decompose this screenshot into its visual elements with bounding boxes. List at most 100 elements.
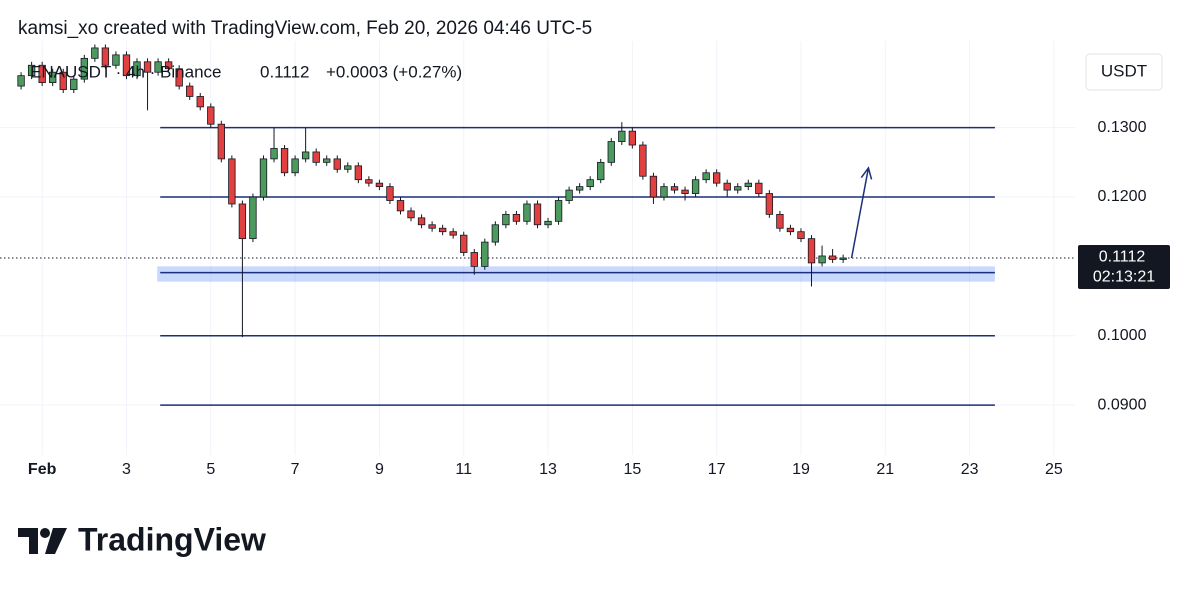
candle-body <box>491 224 500 243</box>
candle-body <box>291 158 299 174</box>
candle-body <box>765 193 774 215</box>
candle-body <box>354 165 363 181</box>
candle-body <box>407 210 415 219</box>
candle-body <box>512 213 521 222</box>
x-tick-label: 7 <box>291 461 300 478</box>
y-tick-label: 0.1300 <box>1098 119 1147 136</box>
candle-body <box>49 71 57 84</box>
candle-body <box>586 179 594 188</box>
x-tick-label: 3 <box>122 461 131 478</box>
candle-body <box>670 186 679 191</box>
currency-box[interactable] <box>1085 53 1163 91</box>
candle-body <box>744 182 752 188</box>
candle-body <box>365 179 373 184</box>
arrow <box>850 167 870 259</box>
y-tick-label: 0.0900 <box>1098 396 1147 413</box>
x-tick-label: 15 <box>623 461 641 478</box>
logo-mark <box>40 528 50 538</box>
candle-body <box>101 47 110 66</box>
candle-body <box>91 47 99 59</box>
candle-body <box>828 255 837 260</box>
x-tick-label: 17 <box>708 461 726 478</box>
currency[interactable]: USDT <box>1101 61 1147 80</box>
candle-body <box>270 148 278 160</box>
candle-body <box>249 196 257 240</box>
candle-body <box>112 54 120 66</box>
candle-body <box>607 141 615 163</box>
candle-body <box>597 161 605 181</box>
candle-body <box>481 241 489 267</box>
x-tick-label: 13 <box>539 461 557 478</box>
candle-body <box>618 130 626 142</box>
candle-body <box>323 158 331 163</box>
candle-body <box>259 158 268 198</box>
logo-mark <box>18 528 38 554</box>
legend-price: 0.1112 <box>260 62 309 81</box>
candle-body <box>649 175 658 198</box>
candle-body <box>639 144 647 177</box>
candle-body <box>143 61 152 73</box>
arrow-head <box>860 166 873 180</box>
candle-body <box>544 220 552 226</box>
candle-body <box>154 61 162 73</box>
candle-body <box>122 54 131 77</box>
x-tick-label: 9 <box>375 461 384 478</box>
candle-body <box>217 123 225 160</box>
candle-body <box>786 227 795 233</box>
candle-body <box>533 203 542 226</box>
brand: TradingView <box>78 521 266 557</box>
candle-body <box>386 186 394 201</box>
candle-body <box>681 189 689 194</box>
x-tick-label: 11 <box>455 461 472 478</box>
candle-body <box>438 227 447 233</box>
candle-body <box>396 200 405 212</box>
candle-body <box>839 257 847 260</box>
candle-body <box>80 57 88 80</box>
candle-body <box>460 234 468 253</box>
x-tick-label: 21 <box>876 461 894 478</box>
candle-body <box>797 231 805 240</box>
price-tag <box>1078 245 1170 290</box>
candle-body <box>702 172 710 181</box>
candle-body <box>734 186 742 191</box>
candle-body <box>207 106 215 125</box>
legend-change: +0.0003 (+0.27%) <box>326 62 462 81</box>
symbol: ENAUSDT · 4h · Binance <box>30 62 221 81</box>
candle-body <box>575 186 584 191</box>
candle-body <box>691 179 700 194</box>
y-tick-label: 0.1000 <box>1098 327 1147 344</box>
candle-body <box>712 172 721 184</box>
candle-body <box>196 96 204 108</box>
x-tick-label: 25 <box>1045 461 1063 478</box>
candle-body <box>470 252 478 267</box>
x-tick-label: 19 <box>792 461 810 478</box>
x-tick-label: Feb <box>28 461 57 478</box>
y-tick-label: 0.1200 <box>1098 188 1147 205</box>
candle-body <box>333 158 341 170</box>
candle-body <box>280 148 289 174</box>
candle-body <box>301 151 310 160</box>
candle-body <box>818 255 826 264</box>
candle-body <box>628 130 637 146</box>
logo-mark <box>45 528 67 554</box>
candle-body <box>375 182 384 188</box>
candle-body <box>133 61 141 77</box>
overlay <box>850 166 873 259</box>
candle-body <box>755 182 763 194</box>
candle-body <box>523 203 531 222</box>
x-tick-label: 5 <box>206 461 215 478</box>
candle-body <box>238 203 247 240</box>
drawings <box>0 126 1075 406</box>
candle-body <box>59 71 67 90</box>
candle-body <box>428 224 436 229</box>
candle-body <box>27 64 36 77</box>
candle-body <box>807 238 816 264</box>
price-tag-value: 0.1112 <box>1099 248 1146 265</box>
support-zone <box>157 266 995 282</box>
candle-body <box>776 213 784 229</box>
countdown: 02:13:21 <box>1093 268 1155 285</box>
grid <box>0 41 1075 455</box>
candle-body <box>723 182 731 191</box>
candle-body <box>417 217 426 226</box>
